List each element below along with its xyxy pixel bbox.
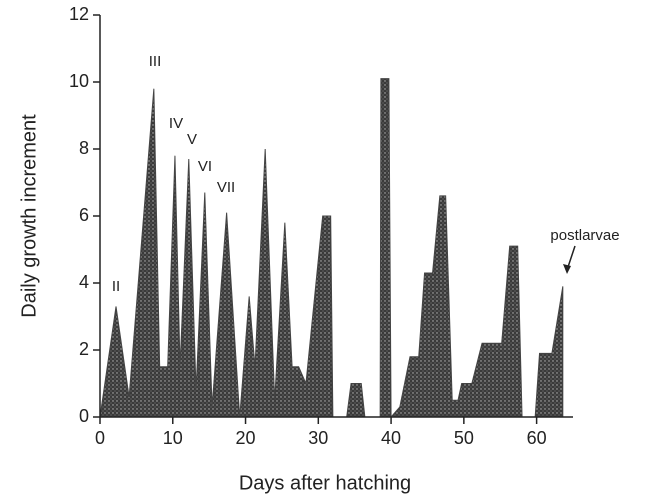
annotation: VI (198, 158, 212, 175)
x-tick-label: 30 (308, 428, 328, 448)
y-tick-label: 0 (79, 406, 89, 426)
annotation: IV (169, 115, 183, 132)
x-tick-label: 0 (95, 428, 105, 448)
x-tick-label: 50 (454, 428, 474, 448)
x-tick-label: 20 (236, 428, 256, 448)
y-tick-label: 8 (79, 138, 89, 158)
arrow-head (563, 264, 571, 274)
y-tick-label: 10 (69, 71, 89, 91)
area (99, 78, 564, 419)
annotation: III (149, 53, 162, 70)
x-tick-label: 40 (381, 428, 401, 448)
y-tick-label: 12 (69, 4, 89, 24)
annotation: VII (217, 179, 235, 196)
y-tick-label: 2 (79, 339, 89, 359)
annotation: V (187, 131, 197, 148)
y-tick-label: 4 (79, 272, 89, 292)
x-axis-label: Days after hatching (239, 472, 411, 494)
x-tick-label: 60 (527, 428, 547, 448)
annotation: II (112, 278, 120, 295)
y-tick-label: 6 (79, 205, 89, 225)
y-axis-label: Daily growth increment (18, 114, 40, 318)
x-tick-label: 10 (163, 428, 183, 448)
annotation: postlarvae (550, 227, 619, 244)
